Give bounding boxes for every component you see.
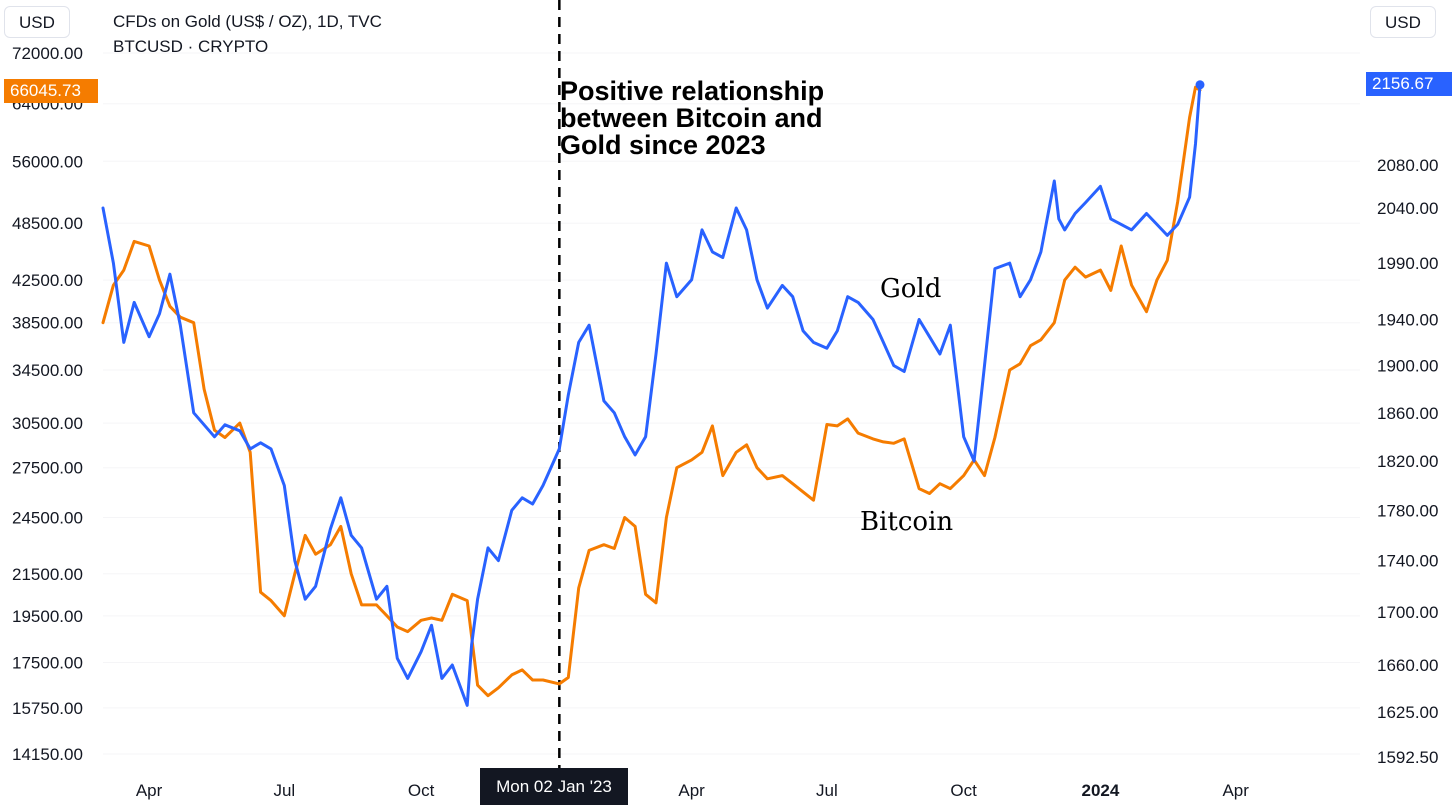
right-price-axis[interactable]: 2080.00 2040.00 1990.00 1940.00 1900.00 1860.… [1377, 156, 1438, 767]
left-axis-tick-label: 27500.00 [12, 459, 83, 478]
gold-price-line [101, 83, 1202, 707]
left-axis-tick-label: 72000.00 [12, 44, 83, 63]
legend-btc-title: BTCUSD · CRYPTO [113, 37, 269, 56]
time-axis-tick-label: Oct [408, 781, 435, 800]
right-axis-tick-label: 1820.00 [1377, 452, 1438, 471]
gold-last-point-dot [1195, 80, 1205, 90]
right-axis-tick-label: 1700.00 [1377, 603, 1438, 622]
right-axis-tick-label: 1990.00 [1377, 254, 1438, 273]
btc-last-price-tag: 66045.73 [4, 79, 98, 103]
annotation-line-2: between Bitcoin and [560, 103, 823, 133]
gold-series-label: Gold [880, 274, 942, 304]
time-axis[interactable]: AprJulOctJanAprJulOct2024Apr [136, 781, 1249, 800]
right-axis-tick-label: 1900.00 [1377, 357, 1438, 376]
left-axis-tick-label: 19500.00 [12, 607, 83, 626]
left-currency-button[interactable]: USD [4, 6, 70, 38]
right-axis-tick-label: 1740.00 [1377, 552, 1438, 571]
right-axis-tick-label: 1592.50 [1377, 748, 1438, 767]
left-axis-tick-label: 34500.00 [12, 361, 83, 380]
time-axis-tick-label: Oct [950, 781, 977, 800]
annotation-line-3: Gold since 2023 [560, 130, 766, 160]
time-axis-tick-label: 2024 [1081, 781, 1119, 800]
right-axis-tick-label: 1780.00 [1377, 501, 1438, 520]
gold-last-price-tag: 2156.67 [1366, 72, 1452, 96]
time-axis-tick-label: Jul [273, 781, 295, 800]
right-axis-tick-label: 1860.00 [1377, 404, 1438, 423]
time-axis-tick-label: Apr [136, 781, 163, 800]
right-axis-tick-label: 1625.00 [1377, 703, 1438, 722]
series-layer [101, 83, 1202, 707]
time-axis-tick-label: Jul [816, 781, 838, 800]
right-axis-tick-label: 2040.00 [1377, 199, 1438, 218]
left-axis-tick-label: 56000.00 [12, 152, 83, 171]
left-price-axis[interactable]: 72000.0064000.0056000.0048500.0042500.00… [12, 44, 83, 764]
time-axis-tick-label: Apr [678, 781, 705, 800]
bitcoin-series-label: Bitcoin [860, 507, 954, 537]
annotation-line-1: Positive relationship [560, 76, 825, 106]
left-axis-tick-label: 24500.00 [12, 508, 83, 527]
time-axis-tick-label: Apr [1222, 781, 1249, 800]
left-axis-tick-label: 48500.00 [12, 214, 83, 233]
left-axis-tick-label: 17500.00 [12, 653, 83, 672]
grid-layer [103, 52, 1360, 755]
right-axis-tick-label: 1660.00 [1377, 656, 1438, 675]
left-axis-tick-label: 42500.00 [12, 271, 83, 290]
btc-price-line [101, 85, 1202, 698]
left-axis-tick-label: 21500.00 [12, 565, 83, 584]
crosshair-date-label: Mon 02 Jan '23 [480, 768, 628, 805]
legend-gold-title: CFDs on Gold (US$ / OZ), 1D, TVC [113, 12, 382, 31]
left-axis-tick-label: 38500.00 [12, 314, 83, 333]
right-currency-button[interactable]: USD [1370, 6, 1436, 38]
right-axis-tick-label: 1940.00 [1377, 310, 1438, 329]
left-axis-tick-label: 15750.00 [12, 699, 83, 718]
left-axis-tick-label: 30500.00 [12, 414, 83, 433]
left-axis-tick-label: 14150.00 [12, 745, 83, 764]
annotation-text: Positive relationship between Bitcoin an… [560, 78, 824, 159]
right-axis-tick-label: 2080.00 [1377, 156, 1438, 175]
